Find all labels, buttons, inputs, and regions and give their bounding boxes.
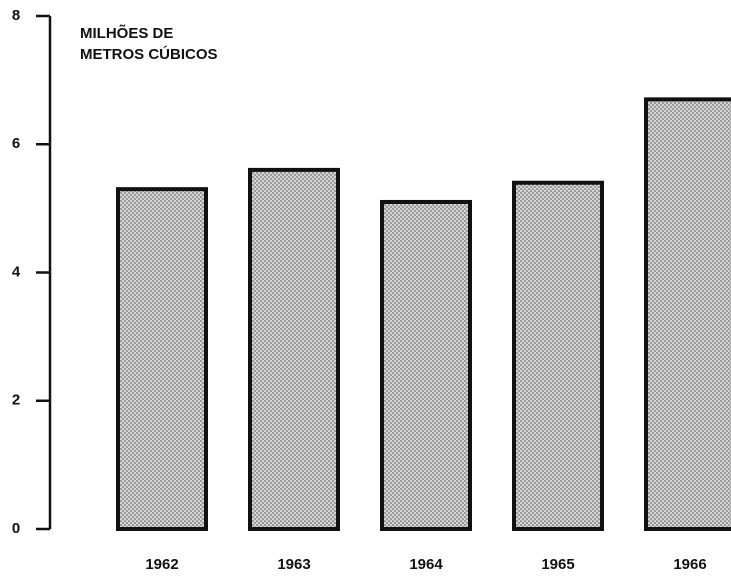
y-tick-label: 2	[12, 392, 20, 409]
bar	[512, 180, 604, 531]
y-axis-label: MILHÕES DE	[80, 24, 173, 42]
bar	[380, 199, 472, 531]
y-tick-label: 0	[12, 520, 20, 537]
bar	[116, 187, 208, 531]
x-tick-label: 1964	[409, 556, 443, 573]
bar	[644, 97, 731, 532]
x-tick-label: 1963	[277, 556, 310, 573]
x-tick-label: 1966	[673, 556, 706, 573]
x-tick-label: 1965	[541, 556, 574, 573]
y-tick-label: 4	[12, 263, 21, 280]
y-tick-label: 6	[12, 135, 20, 152]
x-tick-label: 1962	[145, 556, 178, 573]
bar	[248, 167, 340, 531]
y-axis-label: METROS CÚBICOS	[80, 45, 218, 63]
y-tick-label: 8	[12, 7, 20, 24]
